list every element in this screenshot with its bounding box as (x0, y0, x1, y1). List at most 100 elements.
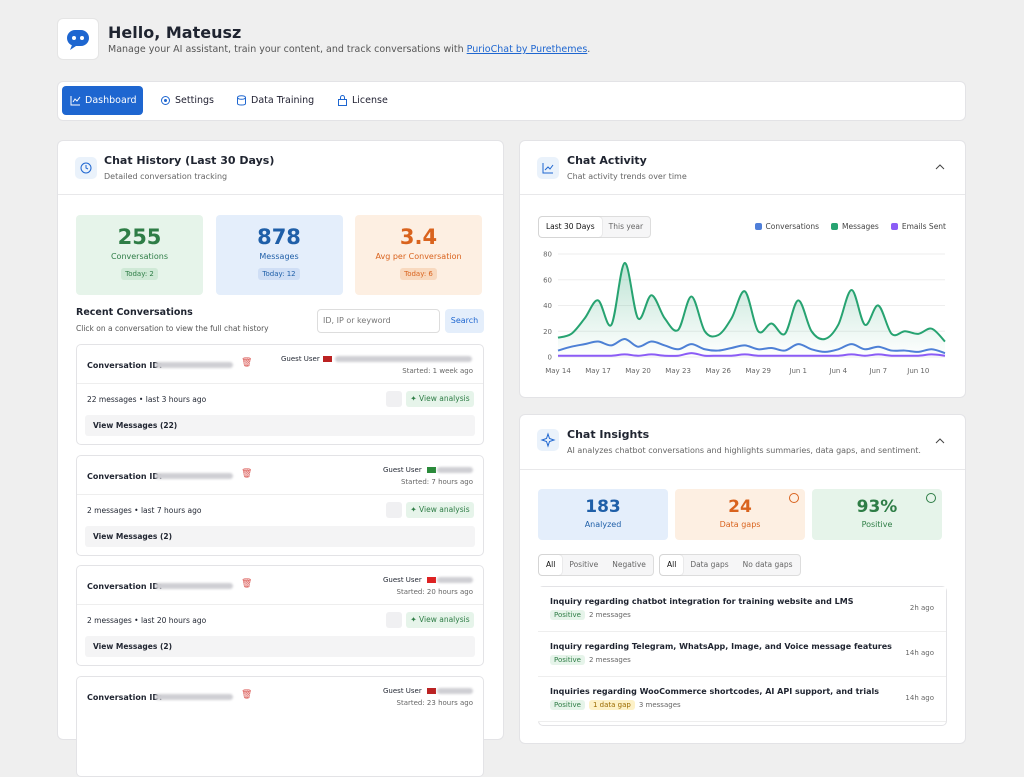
search-input[interactable]: ID, IP or keyword (317, 309, 440, 333)
delete-icon[interactable]: 🗑 (241, 689, 253, 700)
blurred-id (155, 362, 233, 368)
x-tick-label: May 29 (745, 367, 771, 375)
nav-tab[interactable]: Data Training (234, 86, 318, 115)
insight-item[interactable]: Inquiry regarding chatbot integration fo… (538, 587, 946, 632)
help-icon[interactable] (926, 493, 936, 503)
activity-icon (537, 157, 559, 179)
delete-icon[interactable]: 🗑 (241, 358, 253, 368)
nav-tab[interactable]: Settings (158, 86, 218, 115)
x-tick-label: May 20 (625, 367, 651, 375)
logo-icon (67, 30, 89, 50)
item-meta: Positive 1 data gap 3 messages (550, 700, 681, 710)
card-title: Chat Insights (567, 428, 650, 441)
x-tick-label: May 23 (665, 367, 691, 375)
filter-option[interactable]: All (539, 555, 563, 575)
insight-label: Positive (861, 520, 893, 529)
help-icon[interactable] (789, 493, 799, 503)
filter-option[interactable]: All (660, 555, 684, 575)
x-tick-label: Jun 1 (788, 367, 807, 375)
item-title: Inquiries regarding WooCommerce shortcod… (550, 687, 879, 696)
legend: Conversations Messages Emails Sent (754, 222, 946, 231)
id-label: Conversation ID: (87, 692, 163, 702)
insight-label: Data gaps (719, 520, 761, 529)
x-tick-label: May 17 (585, 367, 611, 375)
started: Started: 23 hours ago (396, 698, 474, 707)
search-button[interactable]: Search (445, 309, 484, 333)
range-toggle: Last 30 Days This year (538, 216, 652, 238)
range-option[interactable]: Last 30 Days (539, 217, 602, 237)
flag (323, 356, 332, 362)
conversation-card: Conversation ID: 🗑 Guest User Started: 1 we… (76, 344, 484, 445)
recent-subtitle: Click on a conversation to view the full… (76, 324, 269, 333)
x-tick-label: Jun 7 (868, 367, 887, 375)
nav-tab[interactable]: Dashboard (62, 86, 143, 115)
user-label: Guest User (383, 465, 422, 474)
view-analysis-button[interactable]: ✦ View analysis (406, 391, 474, 407)
delete-icon[interactable]: 🗑 (241, 579, 253, 589)
product-link[interactable]: PurioChat by Purethemes (466, 44, 588, 55)
filter-option[interactable]: No data gaps (742, 560, 793, 569)
activity-chart: 0 20 40 60 80 May 14 May 17 May 20 May 23 May 26 M… (543, 251, 946, 375)
x-tick-label: Jun 4 (828, 367, 847, 375)
legend-item[interactable]: Conversations (754, 222, 820, 231)
view-messages-toggle[interactable]: View Messages (2) (85, 636, 475, 657)
series-area (558, 262, 945, 357)
page: Hello, Mateusz Manage your AI assistant,… (57, 18, 966, 777)
view-messages-toggle[interactable]: View Messages (22) (85, 415, 475, 436)
stat-label: Avg per Conversation (375, 252, 462, 261)
delete-icon[interactable]: 🗑 (241, 468, 253, 479)
legend-label: Conversations (765, 222, 820, 231)
x-tick-label: May 14 (545, 367, 571, 375)
insight-item[interactable]: Inquiries regarding WooCommerce shortcod… (538, 677, 946, 722)
filter-option[interactable]: Negative (612, 560, 646, 569)
view-messages-toggle[interactable]: View Messages (2) (85, 525, 475, 547)
row-divider (77, 604, 483, 605)
filter-option[interactable]: Positive (569, 560, 599, 569)
y-tick-label: 60 (543, 276, 552, 284)
collapse-toggle[interactable] (934, 162, 946, 172)
item-messages: 3 messages (638, 701, 681, 709)
stat-label: Conversations (110, 252, 169, 261)
legend-swatch (890, 223, 898, 230)
user-label: Guest User (383, 576, 422, 584)
view-analysis-button[interactable]: ✦ View analysis (406, 612, 474, 628)
series-line (557, 352, 946, 357)
flag (427, 466, 436, 473)
filter-group: All Data gaps No data gaps (659, 554, 801, 576)
range-option[interactable]: This year (608, 222, 644, 231)
filter-option[interactable]: Data gaps (690, 560, 729, 569)
card-subtitle: AI analyzes chatbot conversations and hi… (567, 446, 921, 455)
legend-label: Emails Sent (901, 222, 946, 231)
view-analysis-button[interactable]: ✦ View analysis (406, 501, 474, 518)
message-meta: 22 messages • last 3 hours ago (87, 395, 207, 404)
translate-button[interactable] (386, 391, 402, 407)
legend-item[interactable]: Emails Sent (890, 222, 946, 231)
subtitle-end: . (587, 44, 591, 55)
stat-box: 255 Conversations Today: 2 (76, 215, 203, 295)
blurred-location (437, 577, 473, 583)
nav-tab[interactable]: License (335, 86, 390, 115)
item-badge: Positive (550, 610, 585, 620)
message-meta: 2 messages • last 7 hours ago (87, 505, 202, 515)
card-title: Chat Activity (567, 154, 647, 167)
legend-item[interactable]: Messages (831, 222, 879, 231)
insight-item[interactable]: Inquiry regarding Telegram, WhatsApp, Im… (538, 632, 946, 677)
blurred-id (155, 693, 233, 700)
insights-icon (537, 429, 559, 451)
greeting: Hello, Mateusz (108, 23, 242, 42)
collapse-toggle[interactable] (934, 436, 946, 446)
item-time: 2h ago (909, 604, 934, 612)
divider (58, 194, 503, 195)
stat-badge: Today: 12 (258, 268, 300, 280)
stat-value: 3.4 (399, 225, 438, 249)
translate-button[interactable] (386, 501, 402, 518)
legend-label: Messages (842, 222, 879, 231)
y-tick-label: 80 (543, 251, 552, 259)
tab-label: Settings (175, 95, 214, 106)
item-title: Inquiry regarding chatbot integration fo… (550, 597, 854, 606)
y-tick-label: 0 (548, 354, 552, 362)
translate-button[interactable] (386, 612, 402, 628)
divider (520, 194, 965, 195)
tab-label: Data Training (251, 95, 315, 106)
conversation-card: Conversation ID: 🗑 Guest User Started: 7 ho… (76, 454, 484, 556)
